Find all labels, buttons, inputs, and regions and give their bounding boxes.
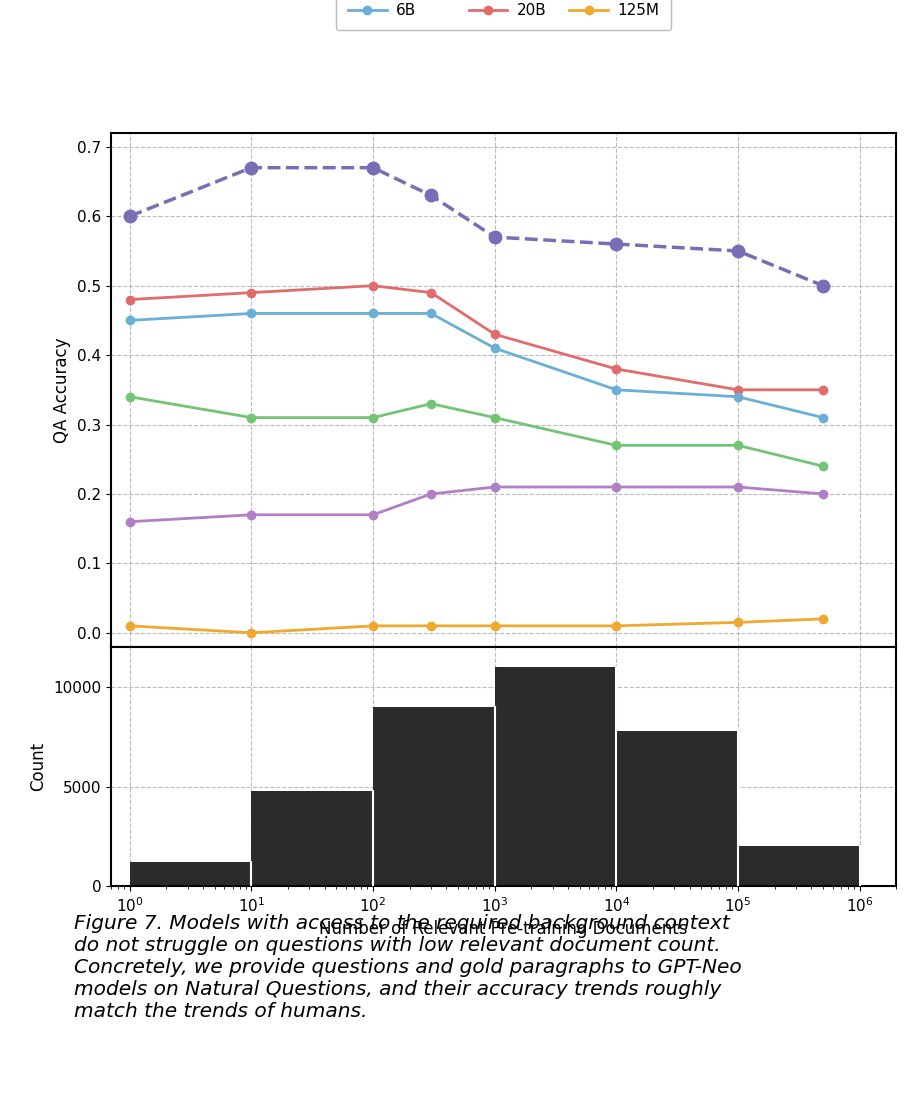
1.3B [426, 488, 437, 501]
Line: 6B: 6B [126, 309, 827, 422]
1.3B [489, 481, 500, 494]
6B [489, 341, 500, 355]
6B [611, 383, 622, 397]
6B [426, 307, 437, 320]
Line: 2.7B: 2.7B [126, 392, 827, 470]
125M [124, 619, 135, 633]
1.3B [611, 481, 622, 494]
Human [489, 230, 500, 244]
Human [818, 279, 829, 293]
2.7B [489, 411, 500, 424]
20B [368, 279, 379, 293]
Human [426, 188, 437, 202]
2.7B [368, 411, 379, 424]
6B [368, 307, 379, 320]
Line: 1.3B: 1.3B [126, 483, 827, 526]
20B [426, 286, 437, 299]
1.3B [818, 488, 829, 501]
20B [733, 383, 744, 397]
Y-axis label: Count: Count [30, 742, 47, 791]
Human [368, 161, 379, 174]
Legend: Human, 6B, 1.3B, 20B, 2.7B, 125M: Human, 6B, 1.3B, 20B, 2.7B, 125M [336, 0, 671, 30]
125M [611, 619, 622, 633]
125M [818, 613, 829, 626]
2.7B [818, 460, 829, 473]
2.7B [426, 397, 437, 410]
Text: Figure 7. Models with access to the required background context
do not struggle : Figure 7. Models with access to the requ… [74, 914, 742, 1022]
1.3B [246, 509, 257, 522]
20B [818, 383, 829, 397]
Line: 125M: 125M [126, 615, 827, 637]
2.7B [246, 411, 257, 424]
2.7B [124, 390, 135, 403]
Line: 20B: 20B [126, 281, 827, 394]
X-axis label: Number of Relevant Pre-training Documents: Number of Relevant Pre-training Document… [320, 921, 687, 938]
1.3B [124, 515, 135, 529]
1.3B [733, 481, 744, 494]
Line: Human: Human [124, 162, 829, 291]
2.7B [733, 439, 744, 452]
Human [246, 161, 257, 174]
Human [733, 245, 744, 258]
2.7B [611, 439, 622, 452]
20B [124, 293, 135, 306]
6B [246, 307, 257, 320]
125M [368, 619, 379, 633]
20B [611, 362, 622, 376]
6B [733, 390, 744, 403]
Human [611, 237, 622, 250]
Human [124, 209, 135, 223]
125M [426, 619, 437, 633]
125M [733, 616, 744, 629]
125M [489, 619, 500, 633]
125M [246, 626, 257, 639]
20B [246, 286, 257, 299]
20B [489, 328, 500, 341]
6B [818, 411, 829, 424]
Y-axis label: QA Accuracy: QA Accuracy [54, 337, 71, 442]
6B [124, 314, 135, 327]
1.3B [368, 509, 379, 522]
